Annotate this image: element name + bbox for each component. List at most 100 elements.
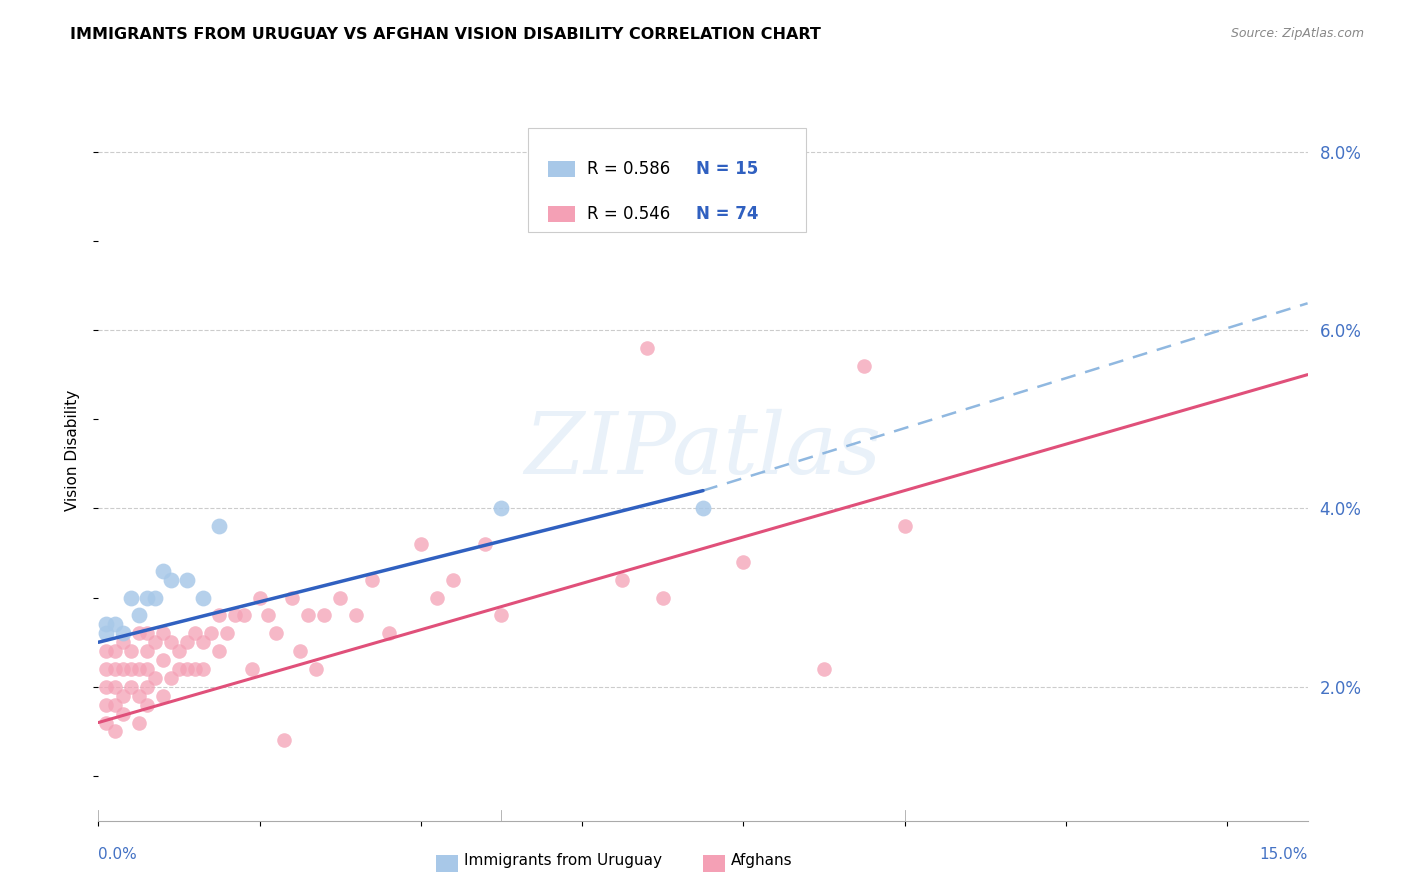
Point: [152, 653, 174, 667]
Point: [111, 662, 134, 676]
Point: [441, 573, 464, 587]
Point: [491, 608, 513, 623]
Text: IMMIGRANTS FROM URUGUAY VS AFGHAN VISION DISABILITY CORRELATION CHART: IMMIGRANTS FROM URUGUAY VS AFGHAN VISION…: [70, 27, 821, 42]
Point: [111, 706, 134, 721]
Point: [143, 591, 166, 605]
Point: [636, 341, 658, 355]
Point: [96, 698, 118, 712]
Text: Source: ZipAtlas.com: Source: ZipAtlas.com: [1230, 27, 1364, 40]
FancyBboxPatch shape: [527, 128, 806, 232]
Point: [314, 608, 336, 623]
Point: [176, 635, 198, 649]
Point: [167, 644, 190, 658]
Point: [184, 626, 207, 640]
Point: [305, 662, 328, 676]
Point: [377, 626, 399, 640]
Point: [128, 626, 150, 640]
Point: [344, 608, 367, 623]
Point: [152, 564, 174, 578]
Point: [193, 662, 215, 676]
Point: [103, 698, 125, 712]
Point: [111, 626, 134, 640]
Text: N = 74: N = 74: [696, 205, 758, 223]
Point: [152, 689, 174, 703]
Point: [288, 644, 311, 658]
Point: [193, 635, 215, 649]
Point: [120, 680, 142, 694]
Point: [651, 591, 673, 605]
Point: [96, 680, 118, 694]
Point: [193, 591, 215, 605]
Point: [135, 662, 157, 676]
Y-axis label: Vision Disability: Vision Disability: [65, 390, 80, 511]
Point: [184, 662, 207, 676]
Point: [273, 733, 295, 747]
Text: 15.0%: 15.0%: [1260, 847, 1308, 863]
Point: [128, 689, 150, 703]
Point: [135, 680, 157, 694]
Point: [474, 537, 496, 551]
Text: Immigrants from Uruguay: Immigrants from Uruguay: [464, 854, 662, 868]
Point: [96, 626, 118, 640]
Point: [240, 662, 263, 676]
Point: [167, 662, 190, 676]
Point: [128, 608, 150, 623]
Point: [249, 591, 271, 605]
Point: [893, 519, 915, 533]
Point: [96, 715, 118, 730]
Point: [135, 698, 157, 712]
Point: [491, 501, 513, 516]
Point: [297, 608, 319, 623]
Point: [103, 617, 125, 632]
Point: [128, 715, 150, 730]
Point: [111, 635, 134, 649]
Point: [135, 644, 157, 658]
Point: [733, 555, 755, 569]
Point: [103, 724, 125, 739]
Text: N = 15: N = 15: [696, 160, 758, 178]
Point: [256, 608, 278, 623]
Point: [813, 662, 835, 676]
Point: [217, 626, 239, 640]
Point: [160, 635, 183, 649]
Point: [120, 644, 142, 658]
Point: [853, 359, 876, 373]
Point: [135, 591, 157, 605]
Point: [176, 573, 198, 587]
Point: [96, 644, 118, 658]
Point: [176, 662, 198, 676]
Point: [135, 626, 157, 640]
Point: [232, 608, 254, 623]
Text: R = 0.586: R = 0.586: [586, 160, 671, 178]
Point: [103, 662, 125, 676]
FancyBboxPatch shape: [548, 161, 575, 177]
Text: Afghans: Afghans: [731, 854, 793, 868]
Point: [208, 519, 231, 533]
Point: [152, 626, 174, 640]
Point: [96, 617, 118, 632]
Point: [361, 573, 384, 587]
Text: R = 0.546: R = 0.546: [586, 205, 671, 223]
Point: [281, 591, 304, 605]
Point: [200, 626, 222, 640]
Point: [208, 608, 231, 623]
Point: [160, 671, 183, 685]
Point: [120, 662, 142, 676]
Point: [120, 591, 142, 605]
Point: [426, 591, 449, 605]
Point: [264, 626, 287, 640]
Point: [143, 635, 166, 649]
Point: [692, 501, 714, 516]
Point: [409, 537, 432, 551]
Point: [160, 573, 183, 587]
Point: [224, 608, 246, 623]
Point: [103, 680, 125, 694]
Point: [208, 644, 231, 658]
Point: [111, 689, 134, 703]
Point: [571, 198, 593, 212]
Point: [143, 671, 166, 685]
Point: [96, 662, 118, 676]
Point: [128, 662, 150, 676]
Text: 0.0%: 0.0%: [98, 847, 138, 863]
Point: [103, 644, 125, 658]
